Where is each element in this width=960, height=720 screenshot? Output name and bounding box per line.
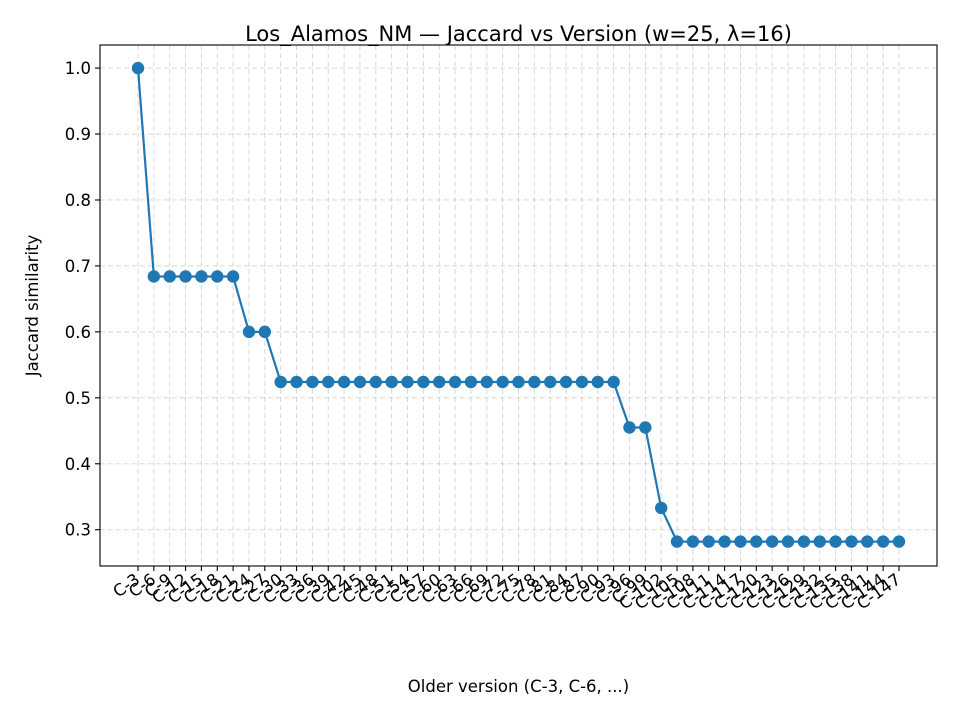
data-point: [845, 535, 858, 548]
data-point: [290, 375, 303, 389]
data-point: [559, 375, 573, 389]
data-point: [448, 375, 462, 389]
chart-title: Los_Alamos_NM — Jaccard vs Version (w=25…: [245, 22, 792, 47]
data-point: [861, 535, 874, 548]
data-point: [417, 375, 430, 389]
data-point: [512, 375, 525, 389]
data-point: [306, 375, 319, 389]
data-point: [591, 375, 604, 389]
data-point: [147, 270, 161, 283]
data-point: [718, 535, 731, 548]
data-point: [686, 535, 700, 548]
y-tick-label: 0.6: [65, 323, 91, 342]
y-tick-label: 0.9: [65, 125, 91, 144]
data-point: [639, 421, 652, 434]
data-point: [242, 325, 256, 339]
data-point: [654, 501, 668, 515]
y-tick-label: 0.8: [65, 191, 91, 210]
data-point: [702, 535, 715, 548]
data-point: [544, 375, 557, 389]
data-point: [765, 535, 779, 548]
data-point: [575, 375, 589, 389]
data-point: [813, 535, 826, 548]
data-point: [369, 375, 383, 389]
data-point: [337, 375, 351, 389]
y-tick-label: 0.7: [65, 257, 91, 276]
grid: [100, 45, 937, 566]
data-point: [623, 421, 636, 434]
data-point: [892, 535, 906, 548]
data-point: [528, 375, 541, 389]
data-point: [464, 375, 478, 389]
data-point: [750, 535, 763, 548]
x-axis-label: Older version (C-3, C-6, ...): [408, 677, 629, 696]
y-axis: 0.3 0.4 0.5 0.6 0.7 0.8 0.9 1.0: [65, 59, 100, 540]
data-point: [496, 375, 509, 389]
data-point: [734, 535, 747, 548]
data-point: [781, 535, 795, 548]
data-point: [179, 270, 192, 283]
y-axis-label: Jaccard similarity: [23, 234, 42, 377]
x-axis: C-3C-6C-9C-12C-15C-18C-21C-24C-27C-30C-3…: [109, 566, 904, 613]
data-point: [829, 535, 842, 548]
data-point: [797, 535, 811, 548]
y-tick-label: 0.4: [65, 455, 91, 474]
data-point: [131, 61, 145, 75]
data-point: [670, 535, 684, 548]
data-point: [433, 375, 446, 389]
data-point: [401, 375, 414, 389]
data-point: [211, 270, 224, 283]
y-tick-label: 0.5: [65, 389, 91, 408]
data-point: [353, 375, 367, 389]
data-point: [163, 270, 176, 283]
data-points: [131, 61, 906, 548]
data-point: [480, 375, 493, 389]
data-point: [876, 535, 890, 548]
data-point: [274, 375, 287, 389]
y-tick-label: 0.3: [65, 521, 91, 540]
y-tick-label: 1.0: [65, 59, 91, 78]
data-point: [385, 375, 398, 389]
data-point: [607, 375, 620, 389]
data-point: [195, 270, 208, 283]
data-point: [258, 325, 272, 339]
data-point: [322, 375, 335, 389]
data-point: [226, 270, 240, 283]
